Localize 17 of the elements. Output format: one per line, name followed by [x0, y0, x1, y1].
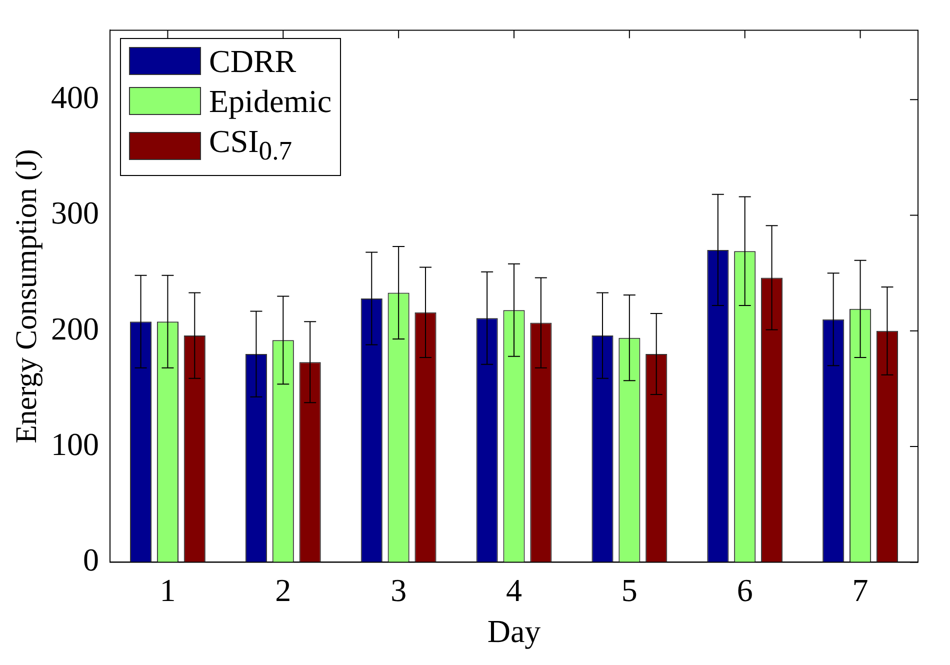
x-tick-label: 4: [506, 572, 522, 608]
legend-label: Epidemic: [209, 82, 332, 122]
y-axis-title: Energy Consumption (J): [10, 148, 43, 444]
x-tick-label: 7: [852, 572, 868, 608]
legend-label: CDRR: [209, 42, 296, 82]
y-tick-label: 200: [51, 310, 99, 346]
x-tick-label: 3: [390, 572, 407, 608]
y-tick-label: 400: [51, 79, 99, 115]
x-tick-label: 2: [275, 572, 292, 608]
x-tick-label: 6: [736, 572, 753, 608]
y-tick-label: 300: [51, 194, 99, 231]
x-tick-label: 5: [621, 572, 638, 608]
x-tick-label: 1: [160, 572, 176, 608]
x-axis-title: Day: [487, 613, 541, 650]
legend-label: CSI$_{0.7}$: [209, 122, 292, 168]
y-tick-label: 100: [51, 426, 99, 462]
y-tick-label: 0: [83, 542, 99, 578]
